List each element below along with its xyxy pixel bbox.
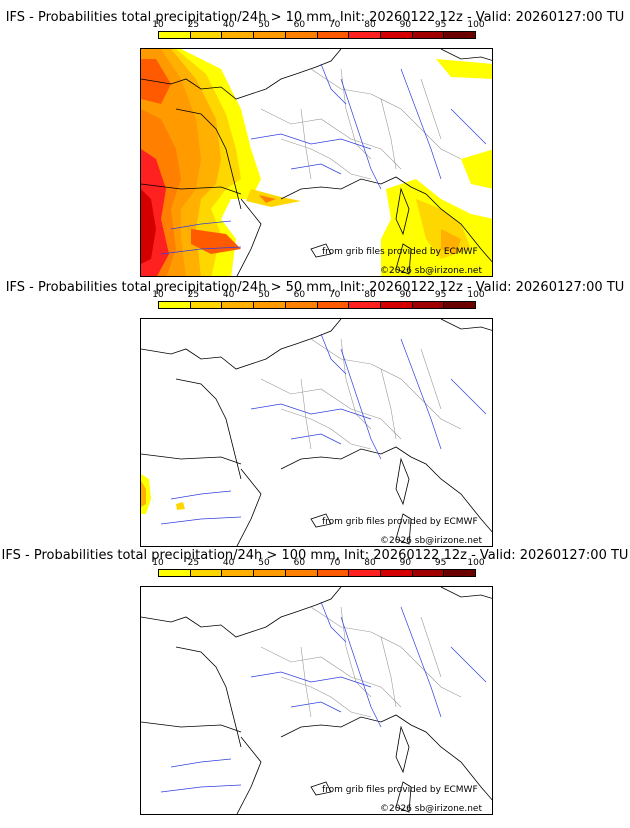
data-source-credit: from grib files provided by ECMWF: [322, 247, 478, 257]
precip-shading: [141, 49, 492, 276]
scale-tick-label: 10: [152, 290, 164, 300]
scale-swatches: [158, 31, 476, 39]
borders: [260, 68, 462, 180]
scale-swatch: [222, 32, 255, 38]
panel-100mm: IFS - Probabilities total precipitation/…: [0, 538, 630, 828]
scale-swatch: [285, 570, 318, 576]
scale-swatch: [254, 302, 286, 308]
data-source-credit: from grib files provided by ECMWF: [322, 517, 478, 527]
scale-swatch: [159, 570, 191, 576]
color-scale: 10 25 40 50 60 70 80 90 95 100: [152, 558, 485, 577]
copyright-credit: ©2026 sb@irizone.net: [380, 536, 482, 546]
scale-swatch: [159, 32, 191, 38]
scale-tick-label: 50: [258, 20, 270, 30]
rivers: [160, 333, 487, 525]
scale-swatch: [380, 570, 413, 576]
scale-tick-label: 80: [364, 290, 376, 300]
panel-50mm: IFS - Probabilities total precipitation/…: [0, 270, 630, 550]
panel-title: IFS - Probabilities total precipitation/…: [1, 548, 629, 563]
scale-swatch: [412, 570, 445, 576]
scale-tick-label: 90: [399, 558, 412, 568]
panel-title: IFS - Probabilities total precipitation/…: [5, 280, 625, 295]
copyright-credit: ©2026 sb@irizone.net: [380, 804, 482, 814]
scale-swatch: [190, 302, 223, 308]
scale-swatch: [349, 570, 381, 576]
scale-swatch: [254, 570, 286, 576]
scale-tick-label: 100: [467, 20, 485, 30]
copyright-credit: ©2026 sb@irizone.net: [380, 266, 482, 276]
borders: [260, 338, 462, 450]
scale-swatch: [349, 302, 381, 308]
scale-tick-label: 100: [467, 558, 485, 568]
scale-tick-label: 50: [258, 558, 270, 568]
scale-tick-label: 50: [258, 290, 270, 300]
rivers: [160, 63, 487, 255]
probability-map: [141, 319, 492, 546]
scale-swatches: [158, 301, 476, 309]
scale-swatch: [190, 32, 223, 38]
scale-swatches: [158, 569, 476, 577]
scale-swatch: [412, 32, 445, 38]
map-frame: from grib files provided by ECMWF ©2026 …: [140, 318, 493, 547]
scale-swatch: [380, 32, 413, 38]
scale-swatch: [222, 570, 255, 576]
scale-tick-label: 95: [434, 20, 447, 30]
coastlines: [141, 587, 492, 814]
scale-tick-label: 90: [399, 290, 412, 300]
scale-tick-label: 40: [222, 290, 235, 300]
scale-tick-label: 25: [187, 20, 200, 30]
probability-map: [141, 49, 492, 276]
panel-10mm: IFS - Probabilities total precipitation/…: [0, 0, 630, 280]
coastlines: [141, 49, 492, 276]
scale-swatch: [285, 302, 318, 308]
scale-tick-label: 70: [328, 290, 341, 300]
rivers: [160, 601, 487, 793]
scale-tick-label: 80: [364, 558, 376, 568]
scale-swatch: [412, 302, 445, 308]
scale-tick-label: 95: [434, 290, 447, 300]
scale-tick-label: 70: [328, 558, 341, 568]
scale-tick-label: 25: [187, 290, 200, 300]
color-scale: 10 25 40 50 60 70 80 90 95 100: [152, 290, 485, 309]
map-frame: from grib files provided by ECMWF ©2026 …: [140, 586, 493, 815]
data-source-credit: from grib files provided by ECMWF: [322, 785, 478, 795]
scale-swatch: [317, 32, 350, 38]
scale-swatch: [317, 302, 350, 308]
scale-tick-label: 100: [467, 290, 485, 300]
scale-tick-label: 95: [434, 558, 447, 568]
scale-tick-label: 60: [293, 290, 306, 300]
scale-swatch: [222, 302, 255, 308]
scale-tick-label: 80: [364, 20, 376, 30]
scale-swatch: [349, 32, 381, 38]
scale-swatch: [444, 570, 476, 576]
scale-tick-label: 25: [187, 558, 200, 568]
scale-tick-label: 10: [152, 558, 164, 568]
scale-swatch: [190, 570, 223, 576]
scale-tick-label: 10: [152, 20, 164, 30]
panel-title: IFS - Probabilities total precipitation/…: [5, 10, 625, 25]
scale-swatch: [254, 32, 286, 38]
precip-shading: [141, 474, 185, 514]
scale-tick-label: 90: [399, 20, 412, 30]
scale-tick-label: 40: [222, 558, 235, 568]
scale-swatch: [380, 302, 413, 308]
borders: [260, 606, 462, 718]
scale-tick-label: 60: [293, 20, 306, 30]
scale-tick-label: 70: [328, 20, 341, 30]
map-frame: from grib files provided by ECMWF ©2026 …: [140, 48, 493, 277]
scale-swatch: [444, 32, 476, 38]
scale-swatch: [159, 302, 191, 308]
scale-tick-label: 60: [293, 558, 306, 568]
scale-swatch: [317, 570, 350, 576]
coastlines: [141, 319, 492, 546]
scale-swatch: [285, 32, 318, 38]
scale-tick-label: 40: [222, 20, 235, 30]
probability-map: [141, 587, 492, 814]
scale-swatch: [444, 302, 476, 308]
color-scale: 10 25 40 50 60 70 80 90 95 100: [152, 20, 485, 39]
